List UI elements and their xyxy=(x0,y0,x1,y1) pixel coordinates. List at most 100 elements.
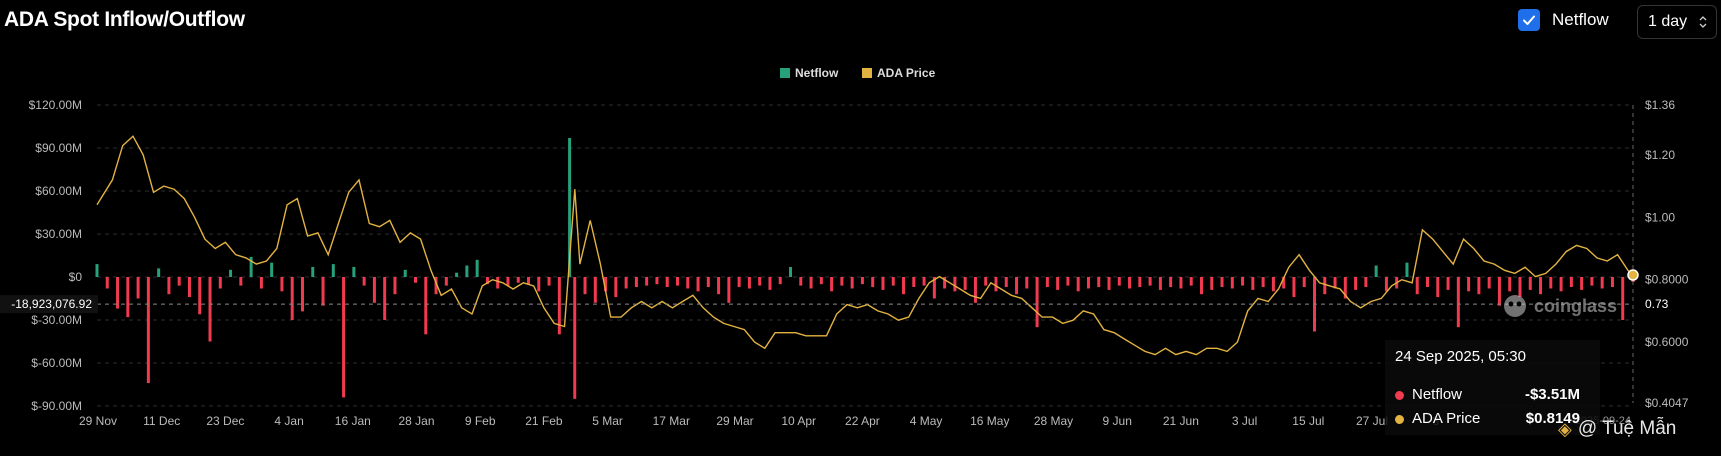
netflow-bar xyxy=(583,277,587,295)
netflow-bar xyxy=(1610,277,1614,288)
netflow-bar xyxy=(1487,277,1491,289)
x-tick-label: 16 May xyxy=(970,414,1009,428)
netflow-bar xyxy=(871,277,875,288)
netflow-bar xyxy=(902,277,906,295)
netflow-bar xyxy=(1539,277,1543,295)
checkbox[interactable] xyxy=(1518,9,1540,31)
y-tick-label-right: $1.20 xyxy=(1645,148,1675,162)
ada-price-line xyxy=(96,135,1634,356)
netflow-bar xyxy=(634,277,638,288)
y-tick-label-left: $-30.00M xyxy=(31,313,82,327)
x-tick-label: 16 Jan xyxy=(335,414,371,428)
tooltip-row-netflow: Netflow -$3.51M xyxy=(1395,386,1595,406)
netflow-bar xyxy=(280,277,284,292)
netflow-bar xyxy=(1179,277,1183,289)
x-tick-label: 9 Jun xyxy=(1103,414,1132,428)
x-tick-label: 5 Mar xyxy=(592,414,623,428)
netflow-bar xyxy=(1456,277,1460,328)
x-tick-label: 17 Mar xyxy=(653,414,690,428)
netflow-bar xyxy=(1076,277,1080,292)
netflow-bar xyxy=(789,266,793,277)
netflow-bar xyxy=(1518,277,1522,298)
netflow-bar xyxy=(259,277,263,289)
netflow-bar xyxy=(362,277,366,286)
netflow-bar xyxy=(1508,277,1512,292)
legend-swatch xyxy=(780,68,790,78)
crosshair-right-label: 0.73 xyxy=(1645,297,1669,311)
netflow-bar xyxy=(290,277,294,320)
netflow-bar xyxy=(1426,277,1430,288)
netflow-bar xyxy=(881,277,885,290)
tooltip-name: Netflow xyxy=(1412,386,1463,403)
netflow-bar xyxy=(819,277,823,285)
interval-select[interactable]: 1 day xyxy=(1637,5,1717,39)
netflow-bar xyxy=(912,277,916,288)
author-name: @ Tuệ Mẫn xyxy=(1577,418,1677,439)
y-tick-label-right: $1.00 xyxy=(1645,210,1675,224)
netflow-bar xyxy=(126,277,130,318)
netflow-bar xyxy=(696,277,700,292)
netflow-bar xyxy=(1004,277,1008,288)
netflow-bar xyxy=(799,277,803,286)
netflow-bar xyxy=(157,268,161,277)
netflow-bar xyxy=(393,277,397,295)
netflow-bar xyxy=(300,277,304,312)
netflow-bar xyxy=(1241,277,1245,286)
netflow-bar xyxy=(1117,277,1121,286)
netflow-bar xyxy=(331,264,335,277)
netflow-bar xyxy=(1559,277,1563,292)
netflow-bar xyxy=(1364,277,1368,288)
netflow-bar xyxy=(527,277,531,285)
netflow-toggle[interactable]: Netflow xyxy=(1518,9,1609,31)
netflow-bar xyxy=(994,277,998,292)
netflow-bar xyxy=(675,277,679,286)
netflow-bar xyxy=(758,277,762,286)
author-watermark: ◈ @ Tuệ Mẫn xyxy=(1558,418,1676,440)
netflow-bar xyxy=(840,277,844,286)
netflow-bar xyxy=(1035,277,1039,328)
netflow-bar xyxy=(830,277,834,292)
y-tick-label-left: $90.00M xyxy=(35,141,82,155)
netflow-bar xyxy=(1343,277,1347,299)
netflow-bar xyxy=(778,277,782,285)
netflow-bar xyxy=(455,272,459,277)
netflow-bar xyxy=(1354,277,1358,290)
netflow-bar xyxy=(973,277,977,303)
netflow-bar xyxy=(686,277,690,289)
tooltip-row-price: ADA Price $0.8149 xyxy=(1395,410,1595,430)
netflow-bar xyxy=(1128,277,1132,289)
netflow-bar xyxy=(1015,277,1019,295)
netflow-bar xyxy=(1374,265,1378,277)
netflow-bar xyxy=(547,277,551,286)
netflow-bar xyxy=(984,277,988,286)
netflow-bar xyxy=(557,277,561,335)
netflow-bar xyxy=(229,269,233,277)
tooltip-date: 24 Sep 2025, 05:30 xyxy=(1395,348,1526,365)
x-tick-label: 29 Mar xyxy=(716,414,753,428)
check-icon xyxy=(1523,15,1535,25)
netflow-bar xyxy=(403,269,407,277)
netflow-bar xyxy=(1056,277,1060,290)
y-tick-label-left: $0 xyxy=(69,270,83,284)
price-marker xyxy=(1627,269,1639,281)
x-tick-label: 3 Jul xyxy=(1232,414,1257,428)
netflow-bar xyxy=(1446,277,1450,290)
netflow-bar xyxy=(1497,277,1501,306)
x-tick-label: 21 Jun xyxy=(1163,414,1199,428)
netflow-bar xyxy=(239,277,243,286)
netflow-bar xyxy=(249,256,253,277)
netflow-bar xyxy=(116,277,120,309)
netflow-bar xyxy=(1477,277,1481,295)
x-tick-label: 4 Jan xyxy=(274,414,303,428)
netflow-bar xyxy=(953,277,957,292)
netflow-bar xyxy=(1580,277,1584,290)
netflow-bar xyxy=(434,277,438,295)
netflow-bar xyxy=(1415,277,1419,295)
netflow-bar xyxy=(485,277,489,285)
netflow-bar xyxy=(1025,277,1029,289)
netflow-bar xyxy=(1467,277,1471,292)
netflow-bar xyxy=(568,137,572,277)
netflow-bar xyxy=(1148,277,1152,286)
netflow-bar xyxy=(208,277,212,342)
netflow-bar xyxy=(922,277,926,286)
